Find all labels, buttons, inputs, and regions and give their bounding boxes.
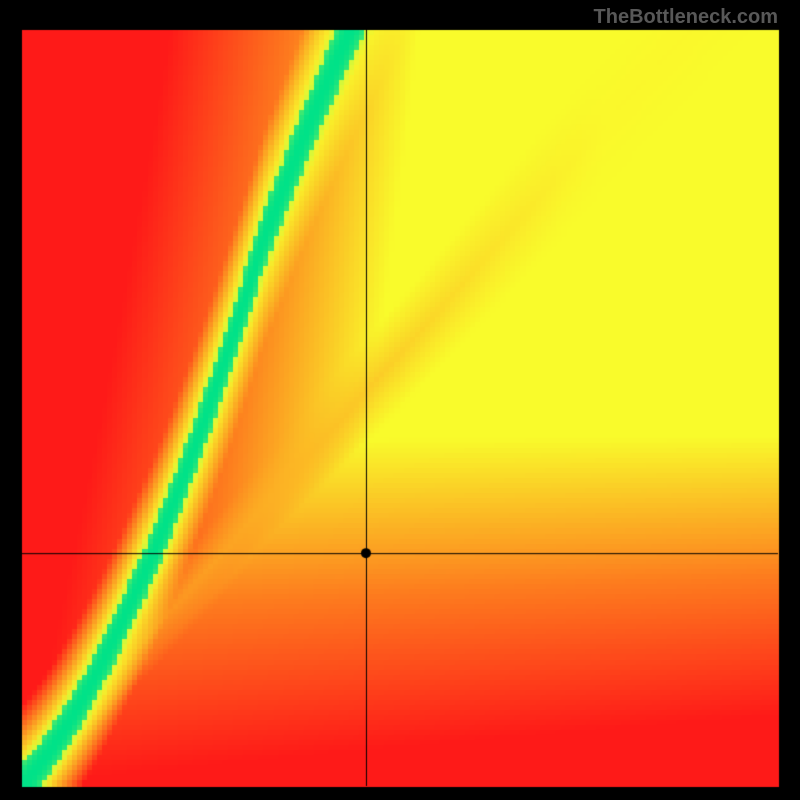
heatmap-canvas	[0, 0, 800, 800]
watermark-text: TheBottleneck.com	[594, 6, 778, 29]
chart-container: TheBottleneck.com	[0, 0, 800, 800]
